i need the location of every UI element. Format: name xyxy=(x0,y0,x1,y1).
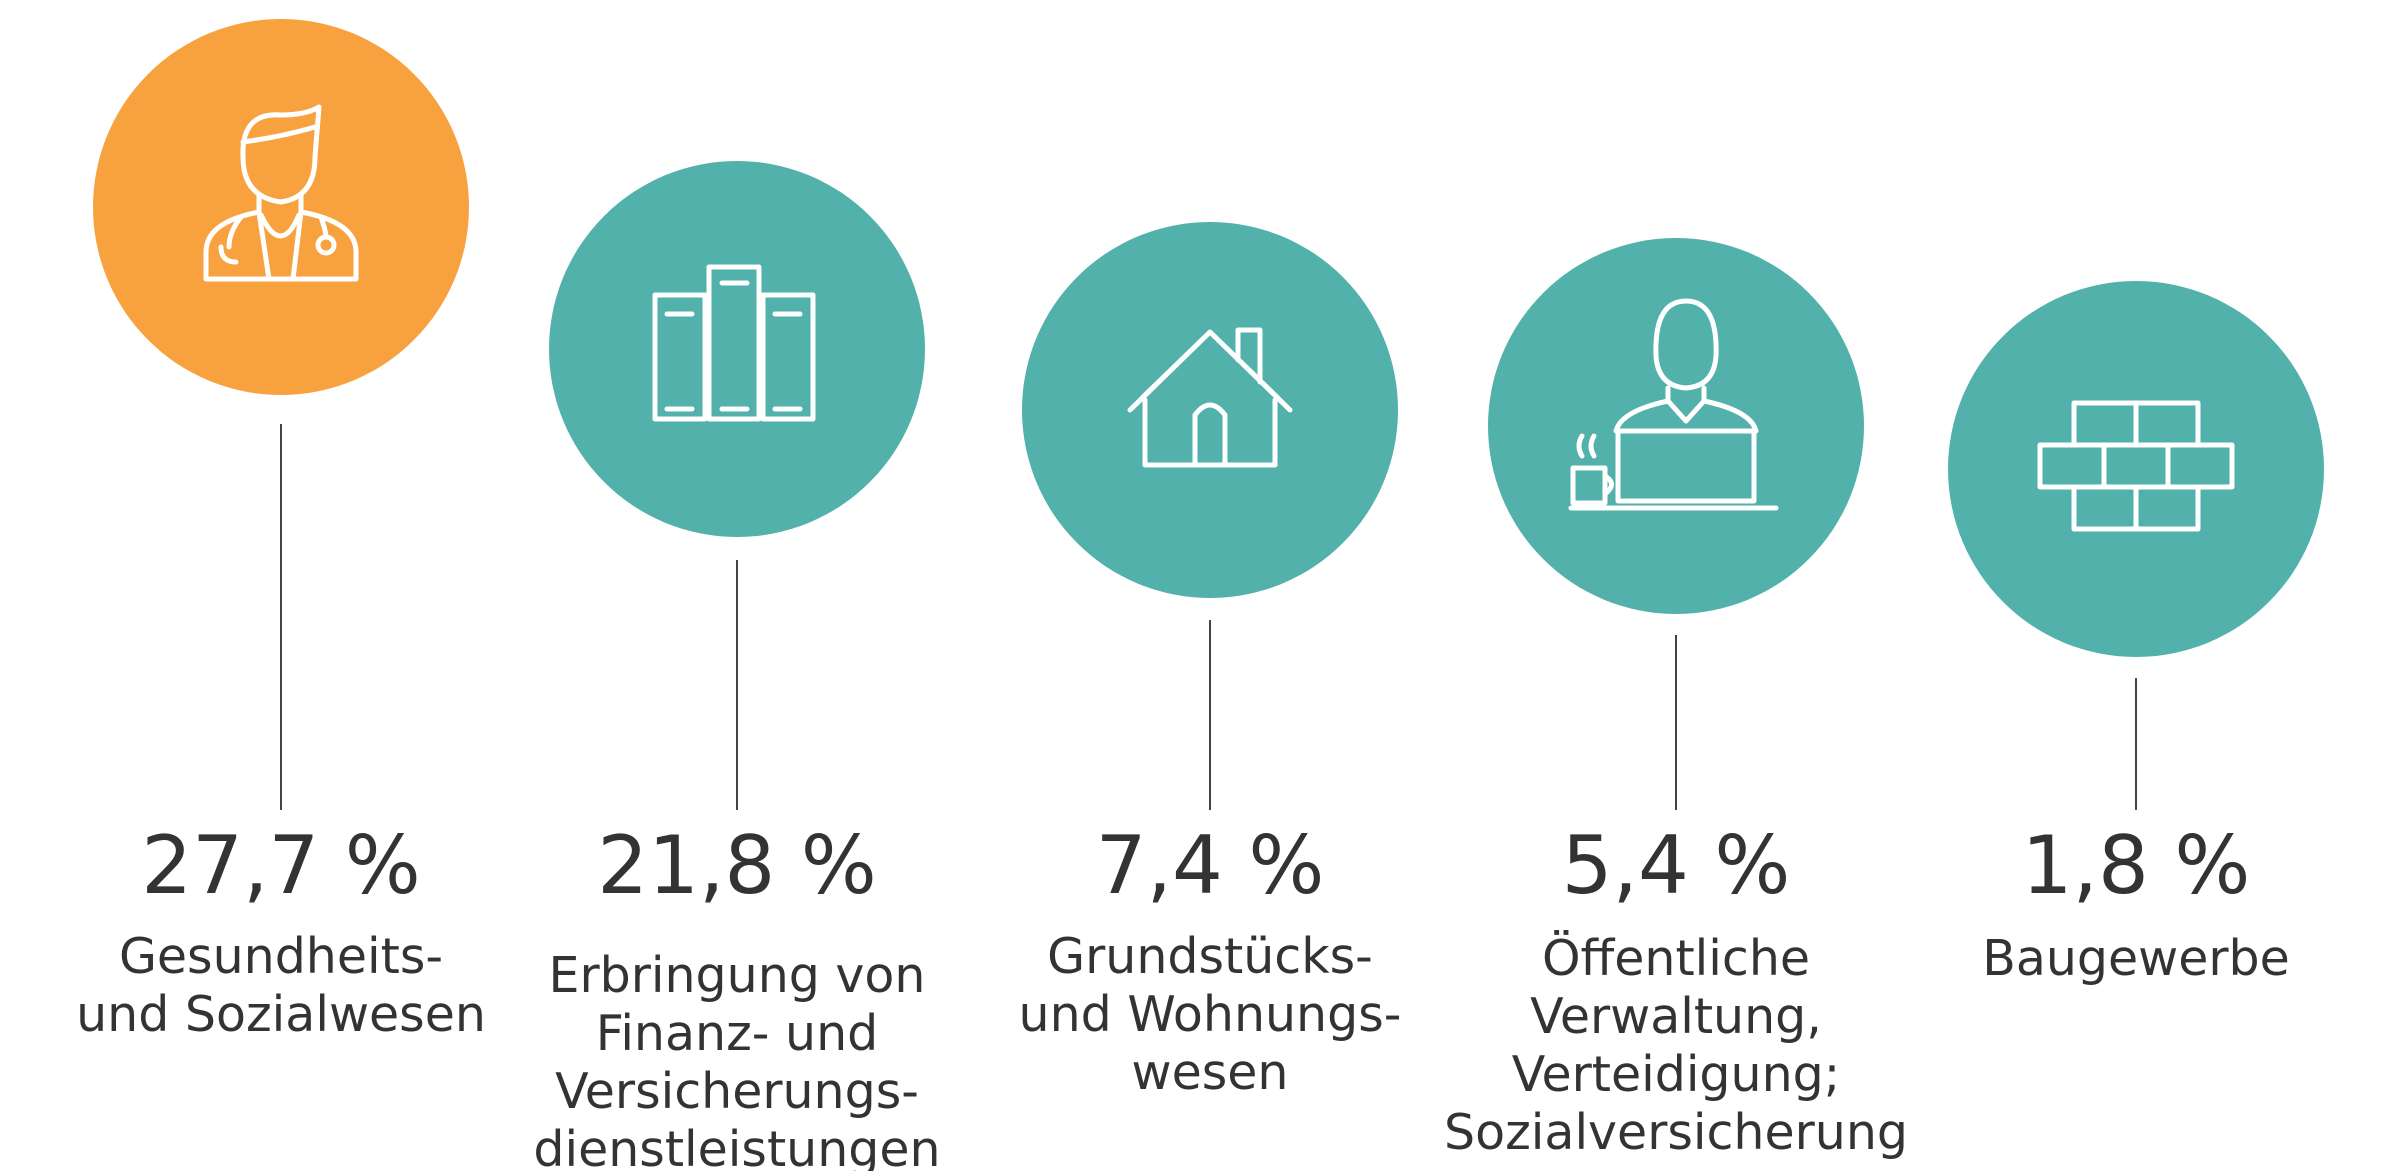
category-circle xyxy=(549,161,925,537)
books-icon xyxy=(652,264,816,422)
percent-value: 5,4 % xyxy=(1562,819,1791,912)
category-label: Sozialversicherung xyxy=(1444,1104,1908,1161)
category-circle xyxy=(1022,222,1398,598)
office-worker-icon xyxy=(1568,298,1779,511)
bricks-icon xyxy=(2037,400,2235,532)
category-circle xyxy=(93,19,469,395)
percent-value: 1,8 % xyxy=(2022,819,2251,912)
house-icon xyxy=(1127,327,1293,468)
category-label: wesen xyxy=(1132,1044,1289,1101)
doctor-icon xyxy=(203,104,359,282)
category-label: Gesundheits- xyxy=(119,928,443,985)
percent-value: 21,8 % xyxy=(597,819,877,912)
category-label: und Sozialwesen xyxy=(76,986,486,1043)
category-label: dienstleistungen xyxy=(533,1121,940,1171)
category-label: Finanz- und xyxy=(596,1005,879,1062)
category-circle xyxy=(1488,238,1864,614)
category-label: Versicherungs- xyxy=(555,1063,919,1120)
percent-value: 27,7 % xyxy=(141,819,421,912)
category-label: Öffentliche xyxy=(1542,929,1810,987)
category-label: Grundstücks- xyxy=(1047,928,1373,985)
category-label: Verwaltung, xyxy=(1530,988,1822,1045)
percent-value: 7,4 % xyxy=(1096,819,1325,912)
category-label: und Wohnungs- xyxy=(1019,986,1402,1043)
category-label: Erbringung von xyxy=(549,947,926,1004)
category-circle xyxy=(1948,281,2324,657)
category-label: Verteidigung; xyxy=(1512,1046,1841,1103)
category-label: Baugewerbe xyxy=(1982,930,2290,987)
